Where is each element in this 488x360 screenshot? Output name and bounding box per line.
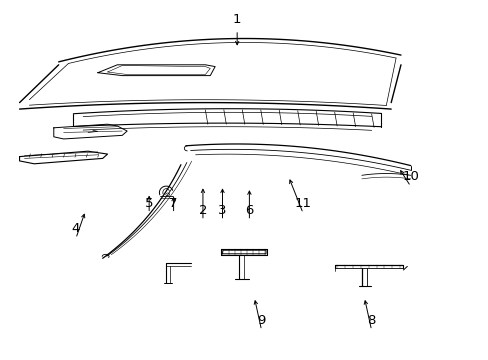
Text: 1: 1 bbox=[232, 13, 241, 26]
Text: 8: 8 bbox=[366, 314, 375, 327]
Text: 7: 7 bbox=[169, 197, 178, 210]
Text: 9: 9 bbox=[257, 314, 265, 327]
Text: 2: 2 bbox=[198, 204, 207, 217]
Text: 11: 11 bbox=[294, 197, 311, 210]
Text: 10: 10 bbox=[402, 170, 418, 183]
Text: 6: 6 bbox=[244, 204, 253, 217]
Text: 4: 4 bbox=[71, 222, 80, 235]
Text: 5: 5 bbox=[144, 197, 153, 210]
Text: 3: 3 bbox=[218, 204, 226, 217]
